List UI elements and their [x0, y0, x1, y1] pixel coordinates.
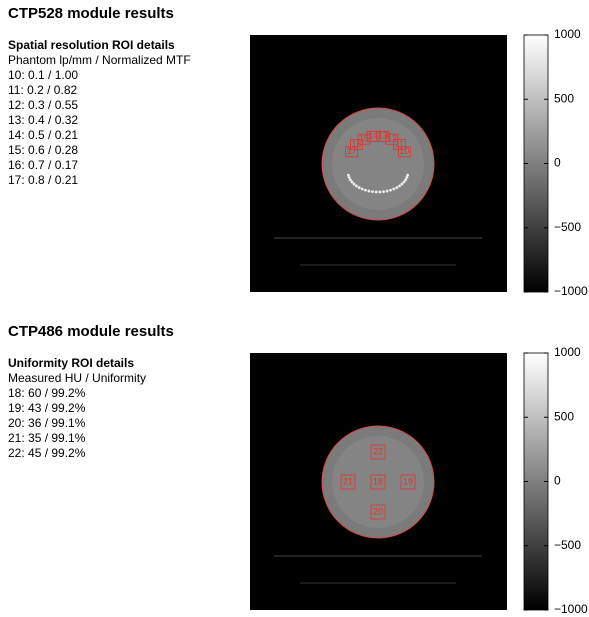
- bead: [378, 191, 381, 194]
- roi-row: 13: 0.4 / 0.32: [8, 113, 78, 127]
- report: CTP528 module results Spatial resolution …: [0, 0, 589, 617]
- section-title: CTP528 module results: [8, 5, 174, 22]
- roi-row: 14: 0.5 / 0.21: [8, 128, 78, 142]
- bead: [368, 190, 371, 193]
- roi-row: 22: 45 / 99.2%: [8, 446, 86, 460]
- roi-row: 11: 0.2 / 0.82: [8, 83, 77, 97]
- roi-label: 18: [373, 476, 383, 486]
- roi-header: Spatial resolution ROI details: [8, 38, 175, 52]
- roi-row: 10: 0.1 / 1.00: [8, 68, 78, 82]
- roi-row: 19: 43 / 99.2%: [8, 401, 86, 415]
- roi-row: 12: 0.3 / 0.55: [8, 98, 78, 112]
- page: {"sections": [ {"title": "CTP528 module …: [0, 0, 589, 617]
- roi-subheader: Measured HU / Uniformity: [8, 371, 146, 385]
- section-title: CTP486 module results: [8, 323, 174, 340]
- roi-subheader: Phantom lp/mm / Normalized MTF: [8, 53, 191, 67]
- bead: [406, 174, 409, 177]
- roi-row: 18: 60 / 99.2%: [8, 386, 86, 400]
- bead: [392, 188, 395, 191]
- colorbar-tick-label: −1000: [554, 602, 588, 616]
- colorbar-tick-label: 0: [554, 474, 561, 488]
- bead: [398, 185, 401, 188]
- bead: [382, 190, 385, 193]
- colorbar-tick-label: 500: [554, 91, 574, 105]
- bead: [375, 191, 378, 194]
- roi-label: 22: [373, 446, 383, 456]
- bead: [386, 190, 389, 193]
- bead: [348, 176, 351, 179]
- colorbar-tick-label: 1000: [554, 27, 581, 41]
- roi-label: 21: [343, 476, 353, 486]
- bead: [389, 189, 392, 192]
- bead: [364, 189, 367, 192]
- bead: [401, 183, 404, 186]
- roi-row: 20: 36 / 99.1%: [8, 416, 86, 430]
- bead: [347, 174, 350, 177]
- roi-header: Uniformity ROI details: [8, 356, 134, 370]
- roi-label: 20: [373, 506, 383, 516]
- colorbar-tick-label: 1000: [554, 345, 581, 359]
- colorbar-tick-label: −1000: [554, 284, 588, 298]
- bead: [353, 183, 356, 186]
- roi-row: 16: 0.7 / 0.17: [8, 158, 78, 172]
- bead: [395, 186, 398, 189]
- bead: [371, 190, 374, 193]
- bead: [403, 181, 406, 184]
- bead: [358, 186, 361, 189]
- colorbar-tick-label: 500: [554, 409, 574, 423]
- roi-label: 19: [403, 476, 413, 486]
- bead: [355, 185, 358, 188]
- roi-label: 17: [347, 146, 357, 156]
- colorbar-tick-label: 0: [554, 156, 561, 170]
- roi-row: 21: 35 / 99.1%: [8, 431, 86, 445]
- roi-row: 15: 0.6 / 0.28: [8, 143, 78, 157]
- roi-row: 17: 0.8 / 0.21: [8, 173, 78, 187]
- bead: [361, 188, 364, 191]
- colorbar-tick-label: −500: [554, 220, 581, 234]
- colorbar-tick-label: −500: [554, 538, 581, 552]
